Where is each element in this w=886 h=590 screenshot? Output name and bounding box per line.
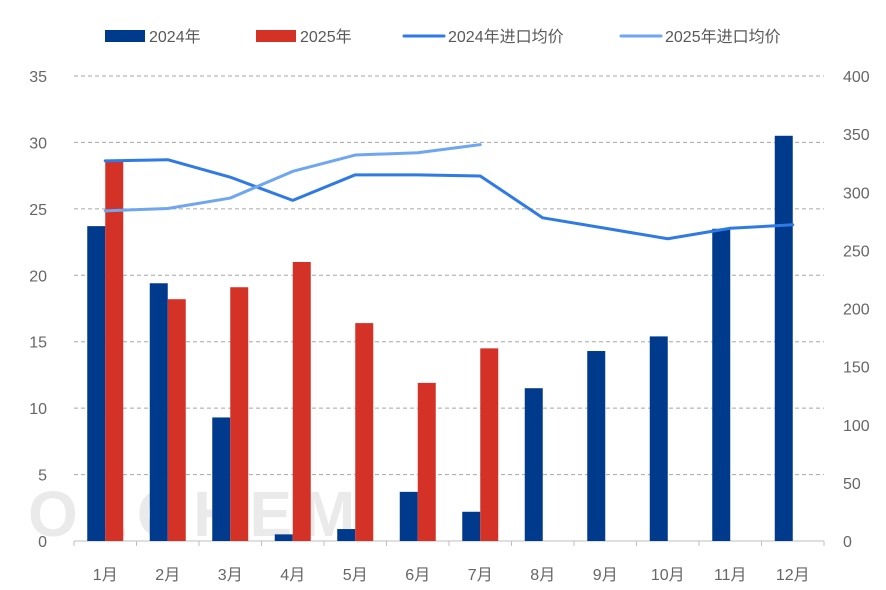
bar-2024年-12月 — [774, 135, 793, 542]
watermark: OLCHEM — [28, 478, 365, 550]
legend: 2024年 2025年 2024年进口均价 2025年进口均价 — [105, 28, 781, 46]
legend-swatch — [105, 30, 145, 42]
x-axis-labels: 1月 2月 3月 4月 5月 6月 7月 8月 9月 10月 11月 12月 — [93, 567, 810, 584]
x-tick-label: 11月 — [714, 567, 747, 584]
x-axis — [73, 540, 825, 546]
x-tick-label: 10月 — [651, 567, 685, 584]
x-tick-label: 12月 — [776, 567, 810, 584]
bar-2025年-1月 — [105, 159, 124, 541]
legend-label: 2025年 — [300, 28, 352, 46]
y-axis-left: 0 5 10 15 20 25 30 35 — [29, 69, 47, 551]
x-tick-label: 4月 — [280, 567, 305, 584]
grid-lines — [74, 75, 824, 476]
y-right-tick-label: 50 — [843, 476, 861, 493]
bar-2024年-6月 — [399, 491, 418, 541]
y-right-tick-label: 100 — [843, 418, 870, 435]
y-axis-right: 0 50 100 150 200 250 300 350 400 — [843, 69, 870, 551]
line-2025年进口均价 — [103, 143, 482, 213]
x-tick-label: 6月 — [405, 567, 430, 584]
bar-2025年-4月 — [292, 262, 311, 541]
y-right-tick-label: 300 — [843, 185, 870, 202]
y-right-tick-label: 150 — [843, 360, 870, 377]
y-left-tick-label: 20 — [29, 268, 47, 285]
y-right-tick-label: 400 — [843, 69, 870, 86]
bar-2024年-4月 — [274, 534, 293, 541]
x-tick-label: 8月 — [530, 567, 555, 584]
bar-2024年-7月 — [462, 511, 481, 541]
bar-2025年-6月 — [417, 382, 436, 541]
y-left-tick-label: 0 — [38, 534, 47, 551]
bar-2024年-5月 — [337, 529, 356, 541]
bar-2024年-11月 — [712, 228, 731, 542]
y-right-tick-label: 200 — [843, 302, 870, 319]
x-tick-label: 9月 — [593, 567, 618, 584]
bar-2025年-5月 — [355, 323, 374, 541]
lines-layer — [103, 143, 795, 241]
legend-label: 2025年进口均价 — [665, 28, 781, 46]
bar-2024年-8月 — [524, 388, 543, 541]
x-tick-label: 5月 — [343, 567, 368, 584]
legend-label: 2024年 — [149, 28, 201, 46]
y-left-tick-label: 25 — [29, 202, 47, 219]
legend-label: 2024年进口均价 — [448, 28, 564, 46]
bar-2024年-10月 — [649, 336, 668, 541]
y-left-tick-label: 5 — [38, 468, 47, 485]
legend-item-2024年进口均价: 2024年进口均价 — [402, 28, 564, 46]
bar-2024年-1月 — [87, 226, 106, 541]
bars-layer — [87, 135, 793, 542]
y-left-tick-label: 30 — [29, 135, 47, 152]
legend-item-2024年: 2024年 — [105, 28, 201, 46]
x-tick-label: 7月 — [468, 567, 493, 584]
y-left-tick-label: 35 — [29, 69, 47, 86]
legend-item-2025年进口均价: 2025年进口均价 — [619, 28, 781, 46]
bar-2024年-3月 — [212, 417, 231, 541]
x-tick-label: 3月 — [218, 567, 243, 584]
line-2024年进口均价 — [103, 158, 795, 241]
bar-2024年-2月 — [149, 283, 168, 541]
x-tick-label: 2月 — [155, 567, 180, 584]
y-right-tick-label: 350 — [843, 127, 870, 144]
bar-2025年-7月 — [480, 348, 499, 541]
x-tick-label: 1月 — [93, 567, 118, 584]
bar-2024年-9月 — [587, 351, 606, 541]
legend-swatch — [256, 30, 296, 42]
y-left-tick-label: 15 — [29, 335, 47, 352]
bar-2025年-3月 — [230, 287, 249, 541]
bar-2025年-2月 — [167, 299, 186, 541]
y-right-tick-label: 250 — [843, 243, 870, 260]
y-right-tick-label: 0 — [843, 534, 852, 551]
legend-item-2025年: 2025年 — [256, 28, 352, 46]
y-left-tick-label: 10 — [29, 401, 47, 418]
